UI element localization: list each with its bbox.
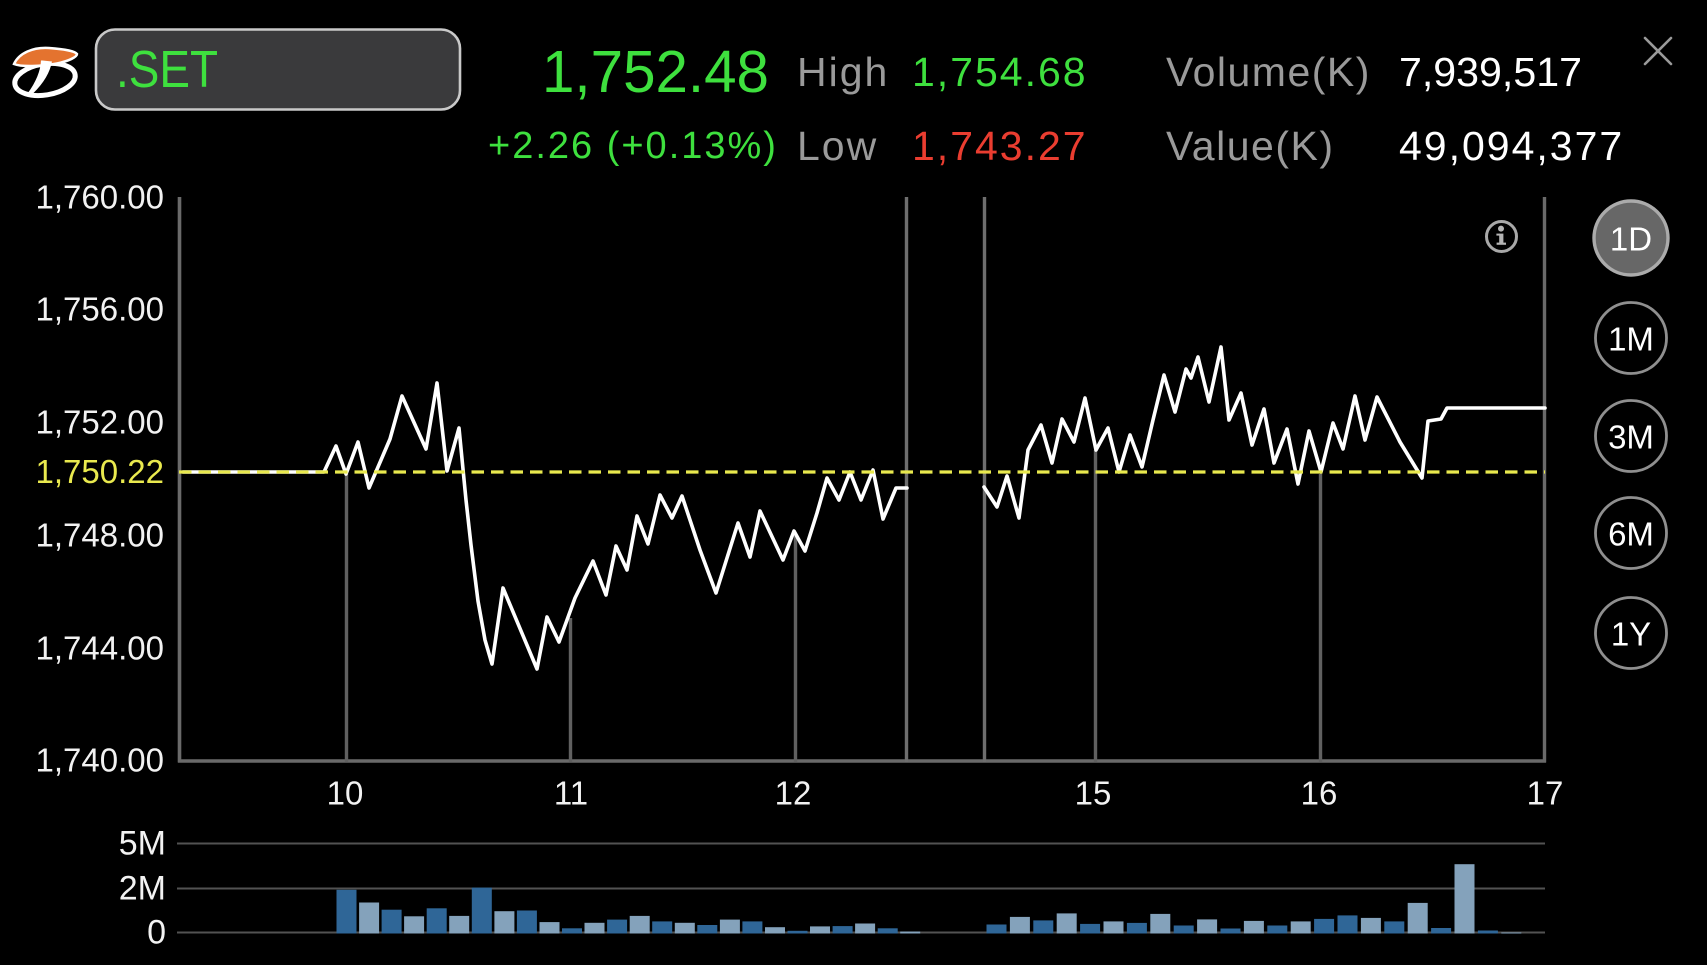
svg-text:15: 15 [1075, 775, 1112, 812]
svg-text:1,754.68: 1,754.68 [912, 49, 1088, 95]
svg-text:12: 12 [775, 775, 812, 812]
svg-text:2M: 2M [119, 870, 166, 908]
svg-text:High: High [797, 49, 889, 95]
svg-text:.SET: .SET [116, 41, 218, 99]
svg-text:49,094,377: 49,094,377 [1399, 123, 1624, 169]
svg-text:Volume(K): Volume(K) [1166, 49, 1371, 95]
svg-text:1Y: 1Y [1611, 616, 1651, 653]
svg-text:0: 0 [147, 914, 166, 952]
svg-text:1,760.00: 1,760.00 [36, 179, 164, 216]
svg-text:1,752.00: 1,752.00 [36, 404, 164, 441]
svg-text:10: 10 [327, 775, 364, 812]
svg-text:Low: Low [797, 123, 878, 169]
svg-text:7,939,517: 7,939,517 [1399, 49, 1582, 95]
svg-text:17: 17 [1527, 775, 1564, 812]
svg-text:1M: 1M [1608, 321, 1654, 358]
svg-text:1,750.22: 1,750.22 [36, 453, 164, 490]
svg-text:1,744.00: 1,744.00 [36, 630, 164, 667]
svg-text:16: 16 [1301, 775, 1338, 812]
svg-text:3M: 3M [1608, 419, 1654, 456]
svg-text:5M: 5M [119, 825, 166, 863]
svg-text:1,740.00: 1,740.00 [36, 742, 164, 779]
svg-text:1,752.48: 1,752.48 [542, 39, 769, 105]
svg-text:+2.26 (+0.13%): +2.26 (+0.13%) [488, 125, 778, 167]
svg-text:6M: 6M [1608, 516, 1654, 553]
svg-text:1D: 1D [1610, 221, 1652, 258]
svg-text:1,756.00: 1,756.00 [36, 291, 164, 328]
svg-text:1,748.00: 1,748.00 [36, 517, 164, 554]
svg-text:11: 11 [554, 775, 588, 812]
svg-text:Value(K): Value(K) [1166, 123, 1334, 169]
svg-text:1,743.27: 1,743.27 [912, 123, 1088, 169]
